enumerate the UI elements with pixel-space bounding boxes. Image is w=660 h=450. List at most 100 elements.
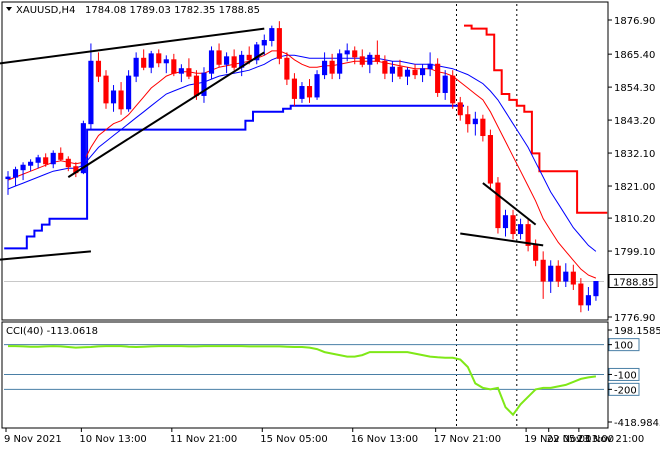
bear-candle [465, 114, 471, 125]
bear-candle [216, 50, 222, 65]
bear-candle [533, 244, 539, 261]
current-price-tag: 1788.85 [608, 274, 658, 289]
lower-left-trendline[interactable] [0, 250, 92, 261]
bull-candle [299, 86, 305, 99]
bull-candle [208, 50, 215, 74]
price-tag-box [608, 274, 658, 289]
price-tick-label: 1821.00 [614, 182, 655, 193]
time-tick-label: 22 Nov 13:00 [547, 434, 614, 445]
bull-candle [517, 224, 524, 235]
bull-candle [420, 68, 426, 76]
channel-lower-line [4, 104, 464, 250]
bull-candle [442, 75, 448, 93]
falling-trendline[interactable] [482, 182, 537, 226]
bear-candle [570, 271, 576, 285]
symbol-label: XAUUSD,H4 [16, 5, 75, 16]
bear-candle [495, 182, 501, 229]
bear-candle [540, 259, 546, 282]
time-tick-label: 11 Nov 21:00 [170, 434, 237, 445]
cci-tick-label: -100 [614, 370, 637, 381]
bull-candle [502, 215, 509, 229]
cci-tick-label: -200 [614, 385, 637, 396]
bear-candle [231, 56, 237, 68]
bear-candle [359, 56, 365, 65]
trendlines-layer[interactable] [0, 27, 544, 261]
bull-candle [201, 72, 207, 96]
bear-candle [103, 75, 109, 104]
time-tick-label: 10 Nov 13:00 [79, 434, 146, 445]
price-tick-label: 1832.10 [614, 149, 655, 160]
time-tick-label: 9 Nov 2021 [4, 434, 62, 445]
bear-candle [95, 60, 102, 77]
bull-candle [593, 281, 599, 297]
bull-candle [163, 59, 169, 64]
cci-tick-label: 100 [614, 341, 633, 352]
bear-candle [412, 69, 418, 76]
time-tick-label: 23 Nov 21:00 [577, 434, 644, 445]
bull-candle [35, 157, 41, 163]
bull-candle [80, 123, 86, 174]
bull-candle [322, 60, 328, 76]
bull-candle [28, 161, 34, 166]
bull-candle [261, 39, 267, 46]
bear-candle [306, 86, 313, 98]
cci-line [8, 345, 597, 417]
bull-candle [254, 44, 260, 61]
bull-candle [269, 28, 275, 41]
bear-candle [510, 215, 516, 235]
bear-candle [284, 57, 290, 80]
candles-layer [5, 21, 599, 313]
cci-tick-label: -418.9843 [614, 418, 660, 429]
chart-header: XAUUSD,H4 1784.08 1789.03 1782.35 1788.8… [6, 5, 260, 16]
ohlc-readout: 1784.08 1789.03 1782.35 1788.85 [85, 5, 260, 16]
bull-candle [148, 53, 154, 68]
bear-candle [291, 78, 298, 99]
bull-candle [12, 169, 19, 178]
time-tick-label: 15 Nov 05:00 [260, 434, 327, 445]
bear-candle [578, 283, 584, 306]
cci-panel[interactable] [1, 321, 609, 429]
bear-candle [352, 50, 358, 58]
time-tick-label: 16 Nov 13:00 [351, 434, 418, 445]
bear-candle [382, 60, 388, 74]
bear-candle [329, 60, 335, 74]
bull-candle [314, 74, 320, 98]
price-tick-label: 1799.10 [614, 247, 655, 258]
wedge-base-trendline[interactable] [460, 232, 544, 247]
bull-candle [472, 118, 478, 125]
rising-support-trendline[interactable] [67, 51, 265, 178]
bear-candle [193, 75, 200, 96]
slow-moving-average-line [7, 54, 597, 252]
bear-candle [450, 75, 456, 104]
dropdown-triangle-icon[interactable] [6, 7, 12, 11]
bear-candle [118, 90, 124, 110]
bear-candle [480, 118, 486, 137]
bear-candle [156, 53, 162, 64]
bear-candle [246, 54, 252, 61]
channel-upper-line [464, 24, 608, 214]
time-axis[interactable]: 9 Nov 2021 10 Nov 13:00 11 Nov 21:00 15 Nov… [4, 428, 644, 445]
bull-candle [20, 164, 26, 171]
price-axis[interactable]: 1876.90 1865.40 1854.30 1843.20 1832.10 1821.… [608, 16, 660, 429]
time-tick-label: 19 Nov 05:00 [524, 434, 591, 445]
cci-tick-label: 198.1585 [614, 326, 660, 337]
price-tick-label: 1865.40 [614, 50, 655, 61]
bear-candle [487, 135, 493, 184]
price-tick-label: 1810.20 [614, 214, 655, 225]
bear-candle [435, 63, 441, 93]
bear-candle [276, 28, 282, 59]
price-tick-label: 1876.90 [614, 16, 655, 27]
bull-candle [389, 66, 395, 74]
bull-candle [563, 271, 569, 282]
main-price-panel[interactable] [1, 1, 609, 321]
bear-candle [525, 224, 531, 246]
bull-candle [427, 63, 433, 70]
bull-candle [126, 75, 132, 110]
bear-candle [555, 265, 561, 282]
bear-candle [58, 152, 64, 160]
upper-trendline[interactable] [0, 27, 265, 65]
cci-layer [4, 344, 604, 417]
bull-candle [88, 60, 94, 125]
